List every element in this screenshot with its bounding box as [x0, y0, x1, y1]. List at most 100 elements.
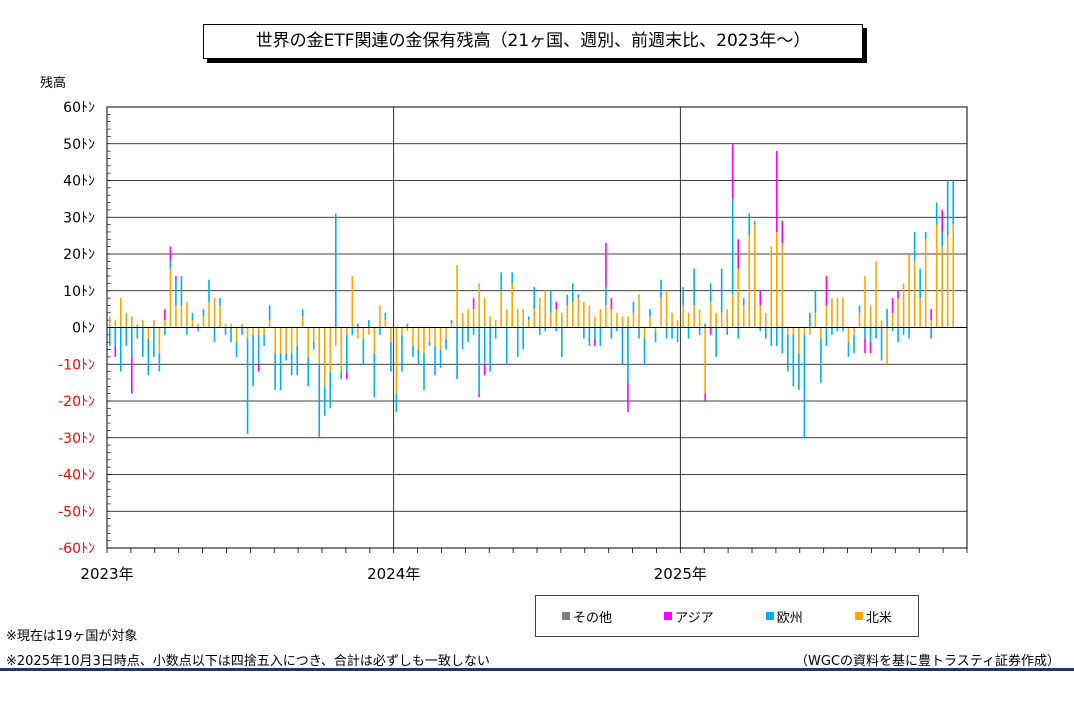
- bar-segment: [279, 327, 282, 354]
- bar-segment: [660, 298, 662, 328]
- legend-swatch: [664, 612, 673, 620]
- y-tick-label: 60ﾄﾝ: [63, 100, 95, 116]
- bar-segment: [820, 327, 822, 339]
- bar-segment: [897, 327, 899, 343]
- bar-segment: [792, 327, 795, 335]
- legend-item: 北米: [854, 607, 892, 626]
- bar-segment: [913, 231, 916, 262]
- bar-segment: [930, 309, 932, 321]
- bar-segment: [864, 276, 866, 328]
- bar-segment: [781, 327, 784, 354]
- bar-segment: [467, 327, 469, 343]
- bar-segment: [296, 327, 298, 346]
- bar-segment: [241, 327, 243, 335]
- bar-segment: [924, 239, 927, 328]
- bar-segment: [357, 323, 359, 328]
- bar-segment: [412, 327, 414, 346]
- bar-segment: [351, 276, 354, 328]
- bar-segment: [147, 338, 150, 376]
- bar-segment: [941, 246, 943, 328]
- bar-segment: [572, 301, 574, 328]
- y-tick-label: -50ﾄﾝ: [58, 504, 95, 520]
- bar-segment: [142, 320, 144, 328]
- bar-segment: [759, 305, 762, 328]
- bar-segment: [638, 327, 640, 339]
- bar-segment: [594, 338, 596, 346]
- bar-segment: [847, 327, 850, 343]
- bar-segment: [693, 305, 695, 328]
- bar-segment: [858, 305, 861, 313]
- bar-segment: [252, 334, 254, 387]
- bar-segment: [312, 342, 315, 350]
- bar-segment: [572, 283, 574, 302]
- bar-segment: [594, 327, 596, 339]
- bar-segment: [235, 342, 238, 357]
- bar-segment: [323, 327, 326, 387]
- bar-segment: [643, 327, 646, 339]
- bar-segment: [836, 298, 839, 328]
- bar-segment: [930, 327, 932, 339]
- bar-segment: [434, 345, 436, 376]
- bar-segment: [428, 327, 431, 343]
- bar-segment: [527, 316, 530, 321]
- y-tick-label: -30ﾄﾝ: [58, 431, 95, 447]
- bar-segment: [346, 334, 348, 372]
- bar-segment: [919, 298, 921, 328]
- bar-segment: [186, 327, 188, 335]
- bar-segment: [654, 331, 657, 343]
- bar-segment: [224, 323, 227, 328]
- bar-segment: [307, 356, 310, 387]
- bar-segment: [880, 320, 883, 328]
- bar-segment: [401, 334, 403, 372]
- bar-segment: [257, 334, 260, 365]
- bar-segment: [627, 327, 629, 383]
- bar-segment: [605, 242, 607, 288]
- bar-segment: [583, 301, 585, 328]
- bar-segment: [616, 312, 618, 328]
- bar-segment: [886, 309, 888, 328]
- bar-segment: [891, 312, 894, 328]
- bar-segment: [731, 198, 734, 295]
- legend: その他 アジア 欧州 北米: [535, 595, 919, 637]
- bar-segment: [114, 320, 117, 328]
- bar-segment: [897, 298, 899, 328]
- bar-segment: [814, 312, 817, 328]
- bar-segment: [235, 327, 238, 343]
- bar-segment: [952, 180, 955, 225]
- bar-segment: [379, 327, 381, 335]
- bottom-rule: [0, 668, 1074, 671]
- bar-segment: [224, 327, 227, 335]
- bar-segment: [643, 338, 646, 365]
- bar-segment: [522, 327, 525, 350]
- bar-segment: [147, 327, 150, 339]
- bar-segment: [764, 327, 767, 339]
- bar-segment: [202, 316, 205, 328]
- bar-segment: [197, 327, 199, 332]
- bar-segment: [125, 327, 128, 346]
- bar-segment: [549, 290, 552, 313]
- bar-segment: [665, 327, 668, 339]
- bar-segment: [456, 265, 458, 328]
- bar-segment: [632, 301, 635, 313]
- bar-segment: [941, 209, 943, 232]
- bar-segment: [334, 327, 337, 346]
- bar-segment: [472, 309, 475, 328]
- bar-segment: [175, 279, 177, 306]
- bar-segment: [698, 309, 701, 328]
- bar-segment: [583, 327, 585, 339]
- bar-segment: [511, 283, 513, 328]
- bar-segment: [891, 298, 894, 313]
- bar-segment: [301, 316, 304, 328]
- bar-segment: [897, 290, 899, 299]
- bar-segment: [704, 327, 706, 394]
- bar-segment: [318, 364, 321, 438]
- bar-segment: [621, 327, 624, 365]
- x-tick-label: 2023年: [80, 565, 133, 583]
- legend-item: その他: [562, 607, 612, 626]
- bar-segment: [384, 312, 387, 321]
- bar-segment: [357, 327, 359, 339]
- legend-label: その他: [573, 610, 613, 626]
- bar-segment: [952, 224, 955, 328]
- bar-segment: [742, 305, 745, 328]
- bar-segment: [853, 334, 855, 354]
